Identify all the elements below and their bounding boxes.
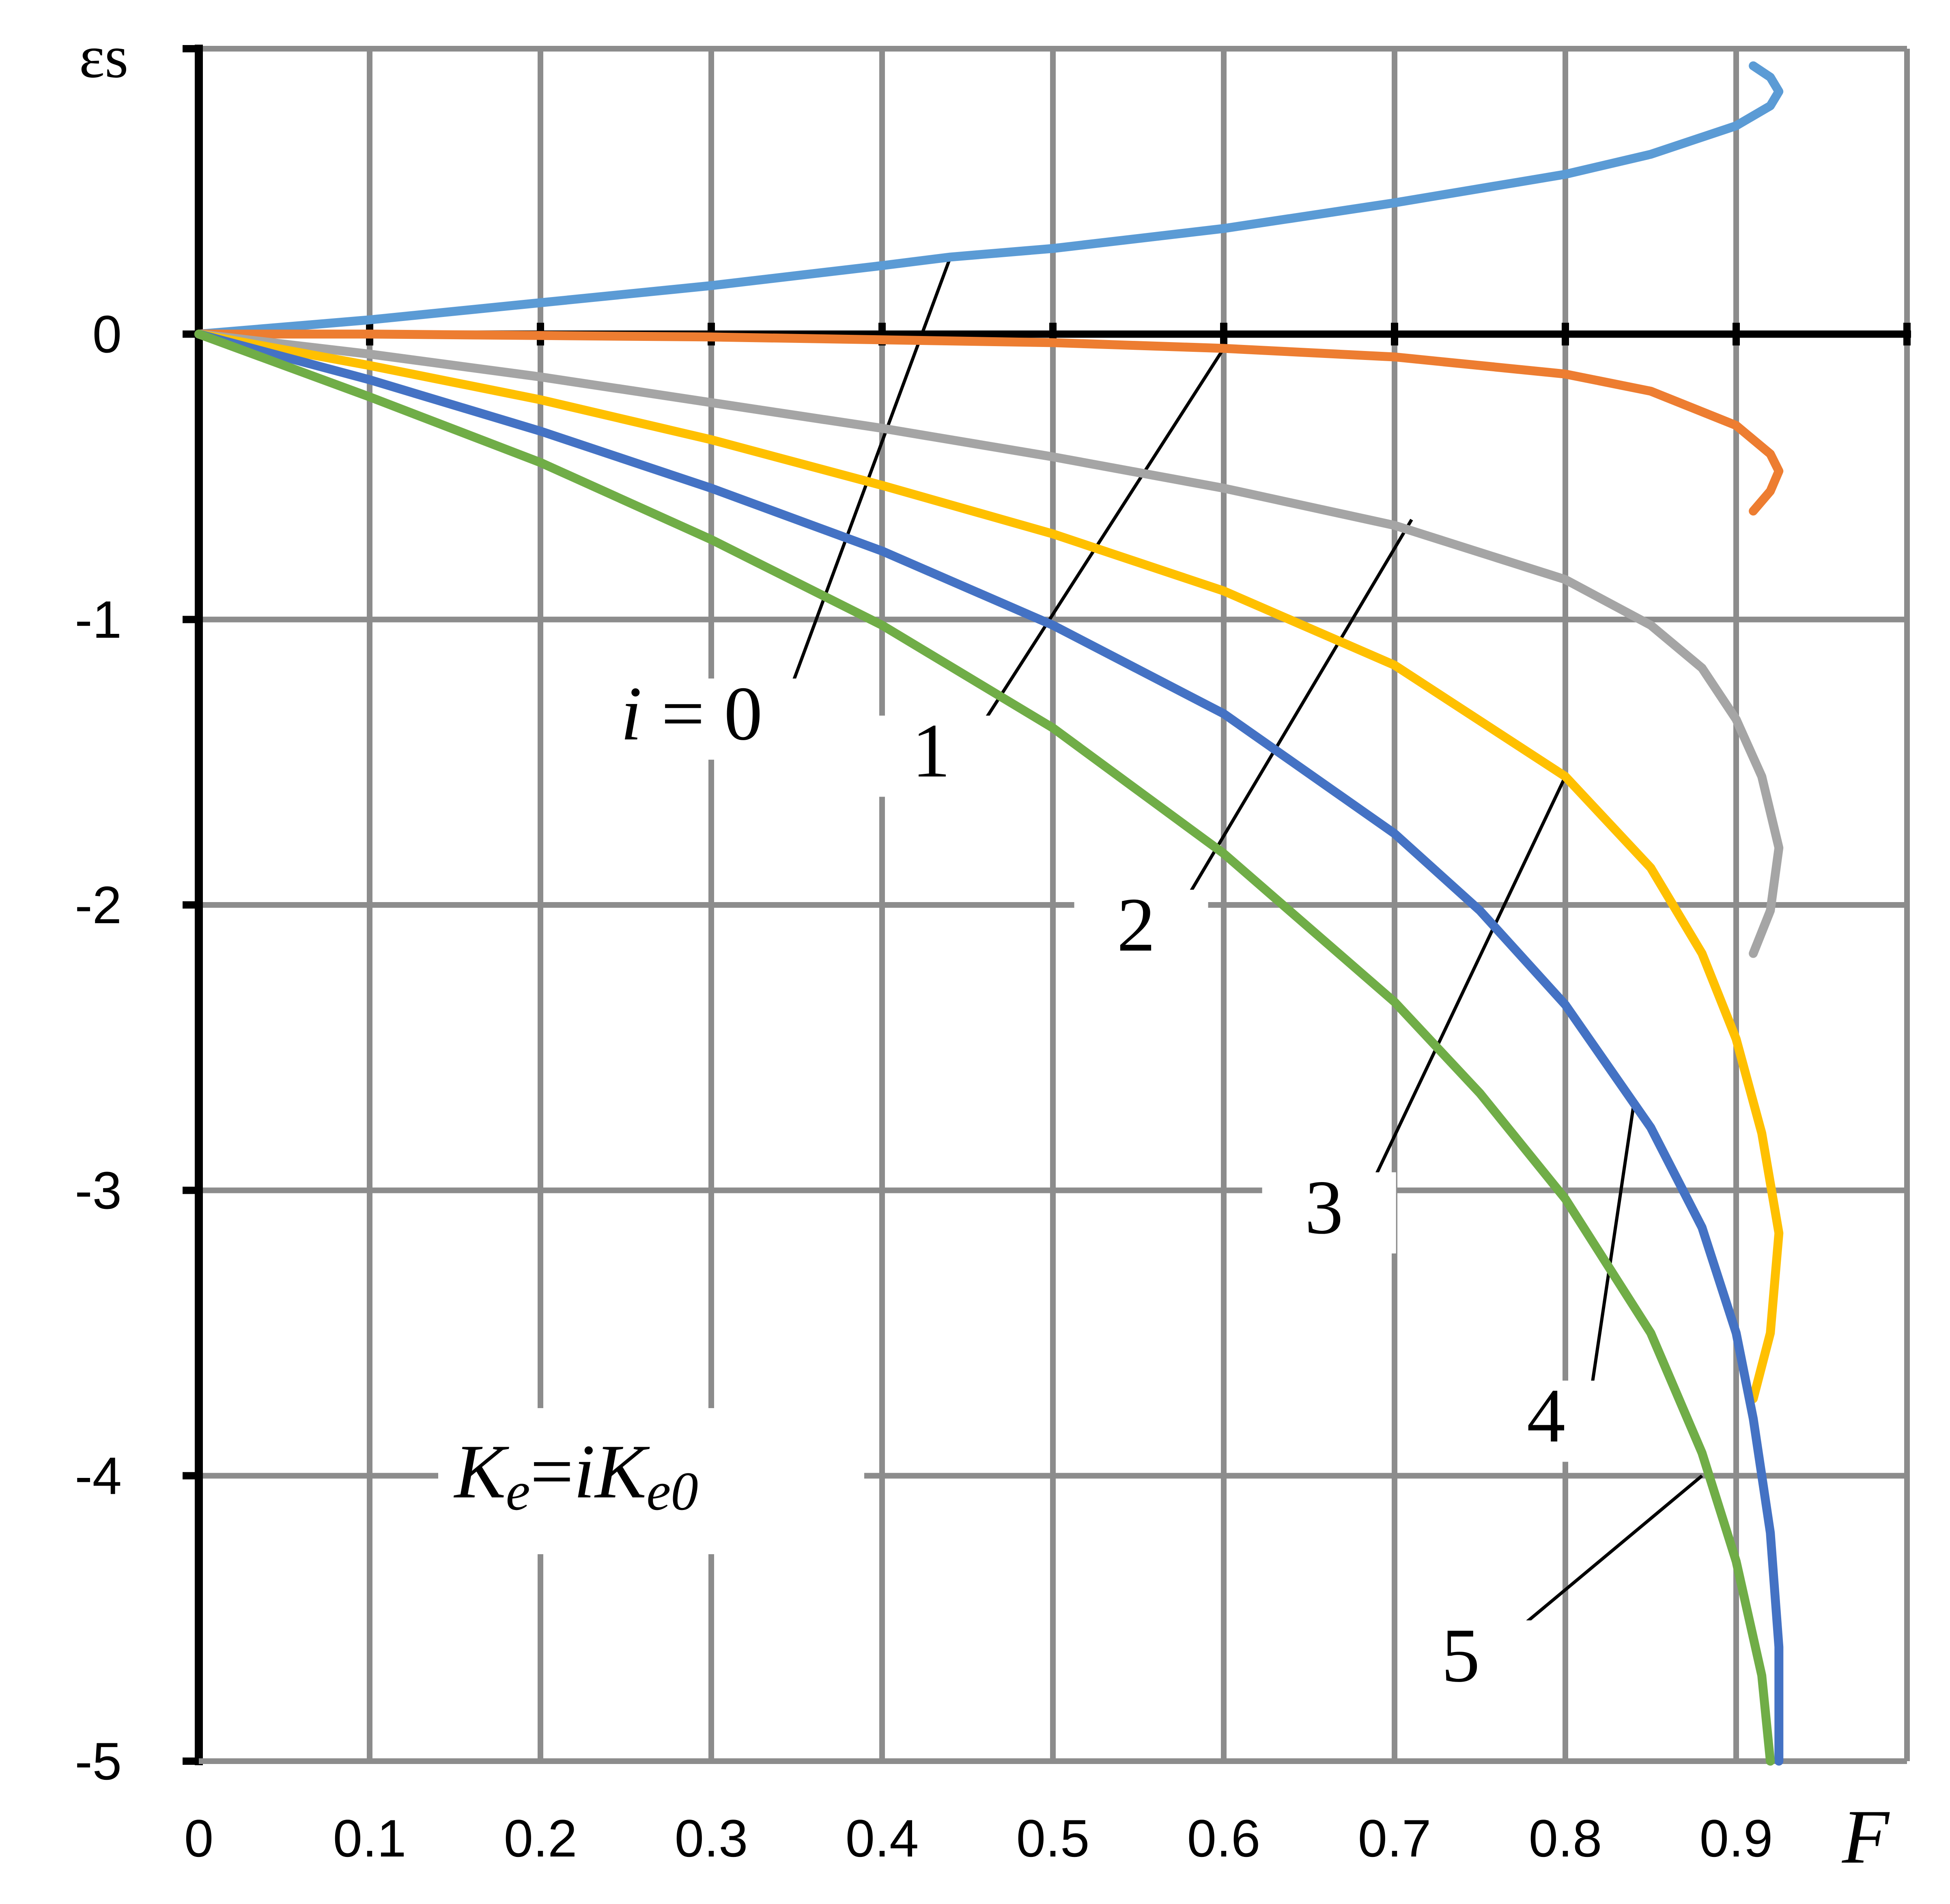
y-tick-label: 0 [93, 304, 122, 364]
x-tick-label: 0.5 [1016, 1809, 1090, 1868]
series-line-5 [194, 330, 1775, 1766]
series-line-3 [194, 330, 1784, 1403]
y-tick-label: -3 [75, 1161, 122, 1220]
leader-line-1 [973, 347, 1225, 737]
curve-label-1: 1 [912, 709, 950, 794]
x-tick-label: 0.7 [1358, 1809, 1431, 1868]
series-line-0 [194, 61, 1784, 339]
leader-line-3 [1366, 775, 1567, 1193]
curve-labels: i = 0 1 2 3 4 5 [620, 671, 1618, 1702]
y-tick-label: -1 [75, 590, 122, 649]
leader-line-4 [1588, 1104, 1636, 1401]
curve-label-4: 4 [1527, 1373, 1565, 1458]
series-line-4 [194, 330, 1784, 1766]
x-tick-label: 0.8 [1529, 1809, 1602, 1868]
x-tick-label: 0.2 [504, 1809, 577, 1868]
curve-label-background [869, 715, 1003, 797]
curve-label-5: 5 [1442, 1613, 1480, 1698]
x-tick-label: 0.4 [846, 1809, 919, 1868]
curve-label-background [1399, 1620, 1533, 1702]
series-line-1 [194, 330, 1784, 516]
x-tick-label: 0.6 [1187, 1809, 1261, 1868]
formula-annotation: Ke=iKe0 [453, 1429, 698, 1522]
series-line-2 [194, 330, 1784, 958]
leader-line-5 [1503, 1474, 1703, 1642]
curve-label-2: 2 [1117, 883, 1156, 968]
curve-label-0: i = 0 [620, 671, 762, 756]
y-tick-label: -5 [75, 1732, 122, 1791]
curve-label-background [681, 678, 816, 760]
x-tick-label: 0.3 [675, 1809, 748, 1868]
series-lines [194, 61, 1784, 1766]
curve-label-3: 3 [1305, 1165, 1343, 1250]
formula-background [438, 1408, 864, 1554]
curve-label-background [1484, 1381, 1618, 1462]
y-tick-label: -4 [75, 1446, 122, 1506]
x-tick-label: 0 [184, 1809, 213, 1868]
tick-labels: 0 0.1 0.2 0.3 0.4 0.5 0.6 0.7 0.8 0.9 0 -1 -2 -3 -4 -5 [75, 304, 1773, 1868]
x-tick-label: 0.9 [1700, 1809, 1773, 1868]
x-axis-title: F [1841, 1794, 1890, 1880]
curve-label-background [1262, 1172, 1396, 1254]
x-tick-label: 0.1 [333, 1809, 407, 1868]
curve-label-background [1074, 890, 1208, 971]
y-axis-title: εs [79, 23, 128, 90]
y-tick-label: -2 [75, 875, 122, 935]
